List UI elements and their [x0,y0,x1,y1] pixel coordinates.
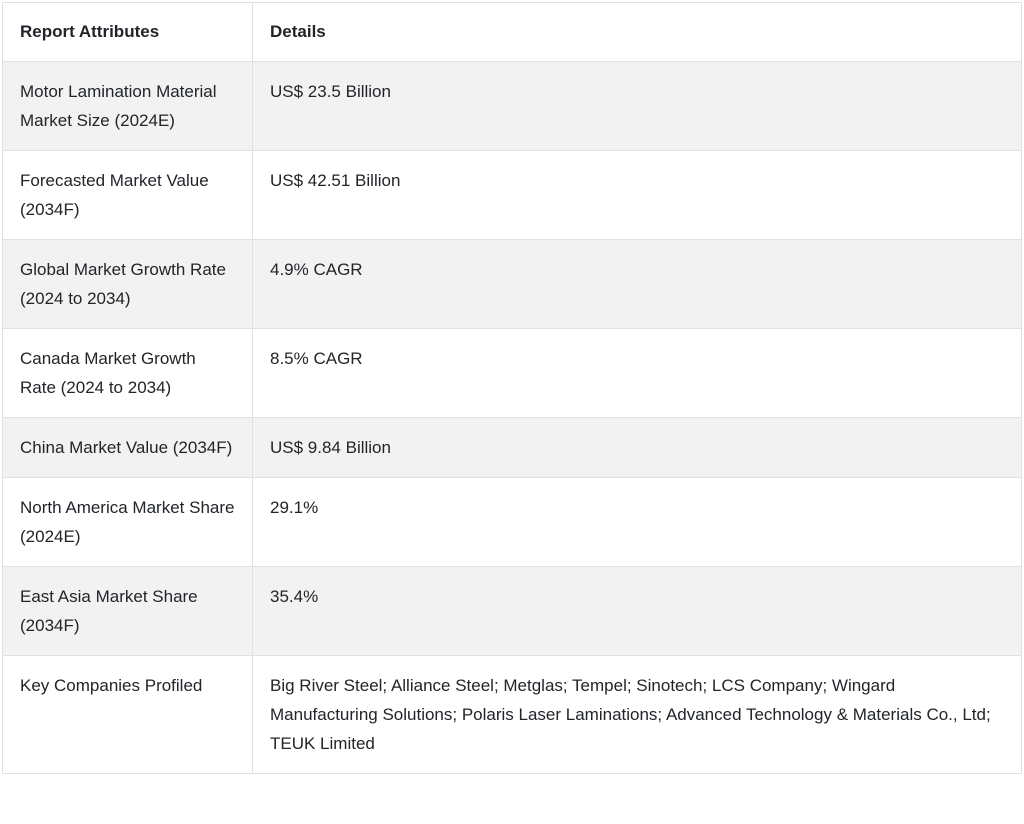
attribute-cell: Key Companies Profiled [2,655,253,774]
table-body: Motor Lamination Material Market Size (2… [2,61,1022,774]
attribute-cell: Canada Market Growth Rate (2024 to 2034) [2,328,253,418]
table-row: East Asia Market Share (2034F) 35.4% [2,566,1022,656]
attribute-cell: Motor Lamination Material Market Size (2… [2,61,253,151]
table-header-row: Report Attributes Details [2,2,1022,62]
attribute-cell: China Market Value (2034F) [2,417,253,478]
header-cell-report-attributes: Report Attributes [2,2,253,62]
detail-cell: US$ 9.84 Billion [252,417,1022,478]
report-attributes-table-container: Report Attributes Details Motor Laminati… [2,2,1022,774]
header-cell-details: Details [252,2,1022,62]
detail-cell: 4.9% CAGR [252,239,1022,329]
attribute-cell: Forecasted Market Value (2034F) [2,150,253,240]
table-row: Motor Lamination Material Market Size (2… [2,61,1022,151]
table-row: Global Market Growth Rate (2024 to 2034)… [2,239,1022,329]
table-row: Key Companies Profiled Big River Steel; … [2,655,1022,774]
detail-cell: 8.5% CAGR [252,328,1022,418]
detail-cell: US$ 42.51 Billion [252,150,1022,240]
attribute-cell: North America Market Share (2024E) [2,477,253,567]
table-row: China Market Value (2034F) US$ 9.84 Bill… [2,417,1022,478]
detail-cell: US$ 23.5 Billion [252,61,1022,151]
detail-cell: 35.4% [252,566,1022,656]
table-row: North America Market Share (2024E) 29.1% [2,477,1022,567]
report-attributes-table: Report Attributes Details Motor Laminati… [2,2,1022,774]
detail-cell: Big River Steel; Alliance Steel; Metglas… [252,655,1022,774]
table-row: Canada Market Growth Rate (2024 to 2034)… [2,328,1022,418]
attribute-cell: Global Market Growth Rate (2024 to 2034) [2,239,253,329]
attribute-cell: East Asia Market Share (2034F) [2,566,253,656]
table-row: Forecasted Market Value (2034F) US$ 42.5… [2,150,1022,240]
detail-cell: 29.1% [252,477,1022,567]
